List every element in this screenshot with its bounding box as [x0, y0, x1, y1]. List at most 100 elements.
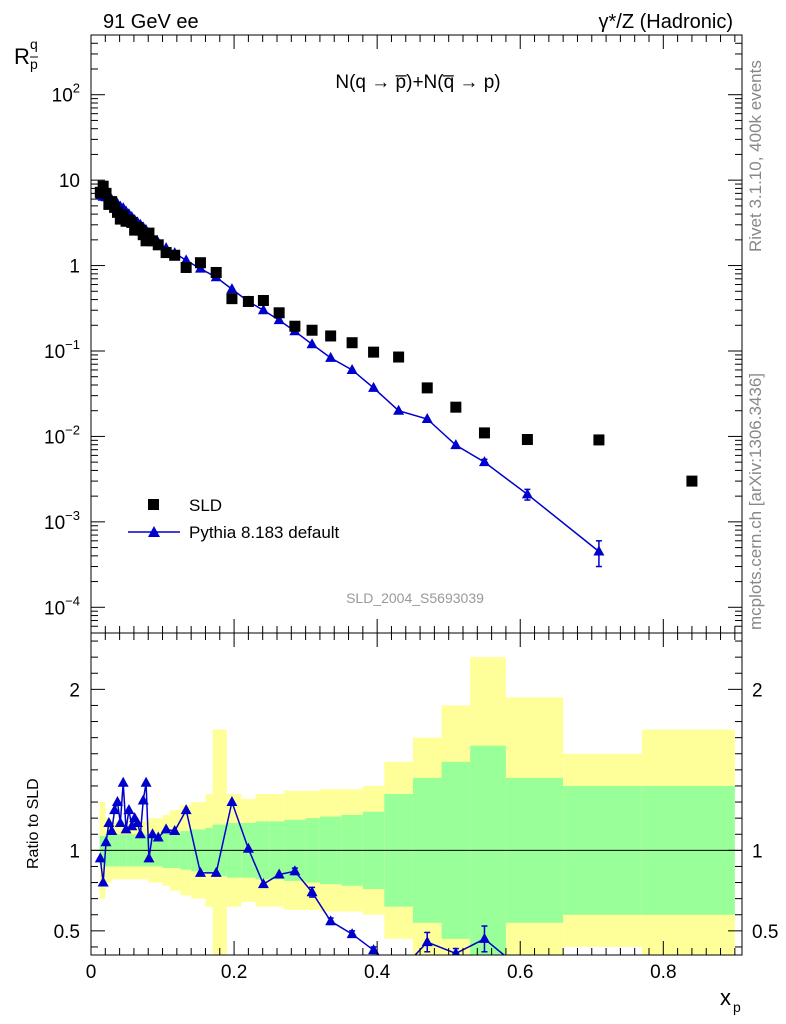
main-y-label-sub: p	[30, 56, 38, 72]
ratio-point	[117, 776, 129, 787]
mc-point	[368, 381, 380, 392]
ratio-point	[169, 825, 181, 836]
mc-point	[450, 439, 462, 450]
data-point	[152, 239, 164, 251]
data-point	[169, 249, 181, 261]
ratio-point	[289, 865, 301, 876]
watermark: SLD_2004_S5693039	[346, 590, 484, 606]
ratio-point	[242, 842, 254, 853]
x-axis-label-letter: x	[720, 985, 731, 1010]
ratio-point	[134, 828, 146, 839]
data-point	[273, 307, 285, 319]
main-y-tick-label: 10−3	[44, 508, 80, 534]
x-tick-label: 0.4	[364, 962, 391, 983]
data-point	[289, 320, 301, 332]
mc-point	[257, 304, 269, 315]
main-y-tick-label: 102	[52, 81, 80, 107]
data-point	[521, 434, 533, 446]
ratio-point	[132, 816, 143, 827]
ratio-y-axis-label: Ratio to SLD	[25, 778, 42, 869]
ratio-y-tick-label-left: 1	[69, 841, 80, 862]
data-point	[160, 247, 172, 259]
ratio-point	[106, 825, 118, 836]
ratio-series	[91, 776, 742, 977]
data-point	[140, 235, 152, 247]
data-point	[143, 227, 155, 239]
x-tick-label: 0.6	[507, 962, 533, 983]
data-point	[257, 295, 269, 307]
ratio-y-tick-label-left: 0.5	[54, 922, 80, 943]
ratio-frame	[90, 632, 743, 956]
mc-point	[478, 456, 490, 467]
data-point	[106, 196, 118, 208]
mc-point	[325, 351, 337, 362]
legend-label-sld: SLD	[189, 496, 222, 515]
x-axis-label-sub: p	[733, 999, 741, 1015]
mc-point	[593, 545, 605, 556]
main-series	[94, 180, 698, 568]
data-point	[393, 351, 405, 363]
data-point	[194, 257, 206, 269]
legend-marker-pythia	[148, 526, 160, 537]
ratio-point	[393, 967, 404, 977]
legend-marker-sld	[148, 499, 159, 510]
data-point	[97, 180, 109, 192]
mc-point	[421, 412, 433, 423]
data-point	[180, 261, 192, 273]
side-text-bottom: mcplots.cern.ch [arXiv:1306.3436]	[746, 373, 765, 630]
main-y-axis-label: R q p	[14, 36, 38, 72]
data-point	[478, 427, 490, 439]
ratio-point	[478, 932, 490, 943]
data-point	[210, 266, 222, 278]
ratio-y-tick-label-right: 2	[752, 680, 763, 701]
ratio-point	[143, 852, 155, 863]
data-point	[147, 235, 159, 247]
data-point	[117, 209, 129, 221]
x-tick-label: 0.8	[650, 962, 676, 983]
ratio-point	[114, 816, 126, 827]
ratio-point	[137, 794, 149, 805]
header-left: 91 GeV ee	[103, 11, 199, 33]
ratio-y-tick-label-left: 2	[69, 680, 80, 701]
data-point	[242, 295, 254, 307]
ratio-point	[346, 928, 358, 939]
data-point	[137, 229, 149, 241]
ratio-point	[152, 831, 164, 842]
main-y-tick-label: 10−1	[44, 337, 80, 363]
ratio-point	[306, 886, 318, 897]
ratio-point	[451, 947, 461, 955]
ratio-point	[103, 816, 115, 827]
ratio-bands	[99, 657, 735, 955]
main-y-label-letter: R	[14, 44, 30, 69]
mc-point	[393, 404, 405, 415]
x-tick-label: 0	[86, 962, 97, 983]
data-point	[593, 434, 605, 446]
ratio-point	[120, 823, 132, 834]
ratio-point	[325, 915, 337, 926]
side-text-top: Rivet 3.1.10, 400k events	[746, 60, 765, 252]
main-y-tick-label: 1	[69, 257, 80, 278]
mc-point	[226, 283, 238, 294]
data-point	[450, 401, 462, 413]
header-right: γ*/Z (Hadronic)	[599, 11, 733, 33]
data-point	[346, 337, 358, 349]
ratio-point	[140, 776, 152, 787]
ratio-point	[210, 866, 222, 877]
data-point	[421, 382, 433, 394]
ratio-point	[421, 936, 433, 947]
data-point	[368, 346, 380, 358]
data-point	[111, 206, 123, 218]
ratio-point	[97, 876, 109, 887]
main-frame	[90, 34, 743, 634]
ratio-y-tick-label-right: 1	[752, 841, 763, 862]
mc-point	[180, 254, 192, 265]
data-point	[686, 475, 698, 487]
data-point	[126, 216, 138, 228]
ratio-point	[368, 944, 380, 955]
data-point	[226, 293, 238, 305]
mc-point	[306, 338, 318, 349]
ratio-y-tick-label-right: 0.5	[752, 922, 778, 943]
legend-label-pythia: Pythia 8.183 default	[189, 523, 340, 542]
ratio-point	[180, 804, 192, 815]
x-tick-label: 0.2	[221, 962, 247, 983]
